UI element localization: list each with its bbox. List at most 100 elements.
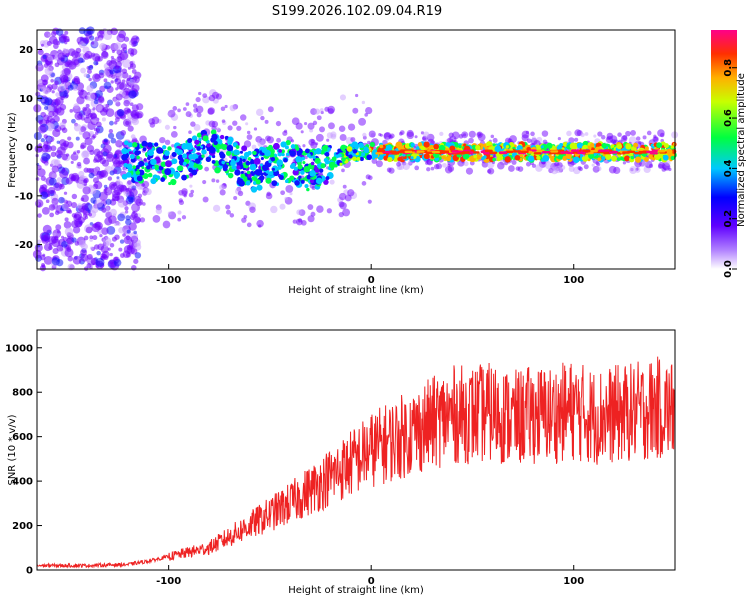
spectrogram-cell — [278, 175, 284, 180]
spectrogram-cell — [49, 212, 55, 218]
spectrogram-cell — [666, 148, 673, 156]
spectrogram-cell — [84, 116, 91, 124]
spectrogram-cell — [368, 130, 376, 138]
spectrogram-cell — [107, 99, 114, 106]
spectrogram-cell — [189, 162, 194, 166]
spectrogram-cell — [108, 128, 114, 134]
spectrogram-cell — [207, 108, 215, 115]
spectrogram-cell — [93, 158, 98, 163]
spectrogram-cell — [109, 252, 113, 257]
spectrogram-cell — [651, 145, 655, 149]
spectrogram-cell — [41, 144, 49, 153]
spectrogram-cell — [37, 168, 46, 177]
spectrogram-cell — [56, 177, 62, 183]
spectrogram-cell — [86, 92, 96, 102]
spectrogram-cell — [107, 176, 113, 181]
spectrogram-cell — [51, 173, 57, 179]
spectrogram-cell — [86, 263, 92, 269]
spectrogram-cell — [130, 134, 136, 139]
spectrogram-cell — [235, 145, 240, 149]
spectrogram-cell — [114, 42, 122, 51]
spectrogram-cell — [47, 33, 52, 37]
spectrogram-cell — [41, 99, 45, 103]
spectrogram-cell — [463, 143, 467, 147]
spectrogram-cell — [66, 210, 70, 214]
spectrogram-cell — [44, 162, 49, 167]
spectrogram-cell — [265, 177, 272, 184]
spectrogram-cell — [595, 166, 600, 171]
spectrogram-cell — [388, 167, 395, 174]
spectrogram-cell — [93, 99, 99, 105]
spectrogram-cell — [605, 153, 612, 160]
spectrogram-cell — [96, 250, 101, 256]
spectrogram-cell — [70, 160, 74, 164]
spectrogram-cell — [101, 51, 109, 58]
spectrogram-cell — [181, 143, 188, 150]
spectrogram-cell — [226, 144, 234, 152]
spectrogram-cell — [629, 166, 637, 174]
spectrogram-cell — [385, 145, 393, 152]
spectrogram-cell — [156, 147, 164, 154]
spectrogram-cell — [194, 158, 201, 164]
spectrogram-cell — [197, 164, 203, 170]
spectrogram-cell — [259, 163, 264, 167]
spectrogram-cell — [126, 244, 133, 251]
colorbar-tick-label: 0.2 — [723, 210, 734, 228]
spectrogram-cell — [129, 102, 134, 107]
spectrogram-cell — [80, 67, 87, 74]
spectrogram-cell — [616, 157, 621, 161]
spectrogram-cell — [51, 90, 55, 94]
spectrogram-cell — [387, 156, 393, 163]
spectrogram-cell — [88, 65, 94, 71]
spectrogram-cell — [623, 155, 630, 162]
spectrogram-cell — [292, 169, 299, 176]
spectrogram-cell — [276, 137, 282, 143]
spectrogram-cell — [508, 165, 515, 172]
spectrogram-cell — [167, 146, 172, 151]
spectrogram-cell — [366, 154, 373, 161]
spectrogram-cell — [476, 131, 483, 138]
spectrogram-cell — [225, 150, 232, 156]
spectrogram-cell — [593, 134, 597, 138]
spectrogram-cell — [188, 192, 194, 198]
spectrogram-cell — [41, 263, 46, 268]
spectrogram-cell — [569, 142, 577, 150]
spectrogram-cell — [249, 163, 257, 171]
spectrogram-cell — [103, 138, 108, 143]
spectrogram-cell — [66, 153, 70, 157]
spectrogram-cell — [91, 41, 95, 45]
spectrogram-cell — [423, 131, 430, 138]
spectrogram-cell — [267, 106, 274, 113]
spectrogram-cell — [54, 210, 60, 216]
spectrogram-cell — [99, 85, 106, 93]
spectrogram-cell — [48, 204, 56, 211]
spectrogram-cell — [109, 208, 117, 217]
spectrogram-cell — [348, 154, 353, 159]
snr-y-ticks: 0 200 400 600 800 1000 — [5, 343, 42, 577]
spectrogram-cell — [58, 33, 68, 43]
spectrogram-cell — [62, 47, 67, 52]
spectrogram-cell — [230, 158, 235, 163]
spectrogram-cell — [82, 150, 89, 158]
spectrogram-cell — [338, 201, 345, 208]
spectrogram-cell — [46, 115, 54, 123]
spectrogram-cell — [239, 150, 244, 154]
spectrogram-cell — [119, 51, 129, 61]
spectrogram-cell — [211, 133, 218, 141]
spectrogram-cell — [315, 142, 319, 146]
spectrogram-cell — [307, 122, 315, 130]
spectrogram-cell — [89, 238, 93, 242]
spectrogram-cell — [177, 217, 182, 222]
spectrogram-cell — [201, 149, 207, 155]
spectrogram-cell — [397, 157, 402, 162]
spectrogram-cell — [73, 151, 77, 155]
spectrogram-cell — [584, 132, 589, 136]
spectrogram-cell — [113, 154, 118, 158]
spectrogram-cell — [635, 136, 641, 141]
spectrogram-cell — [225, 209, 231, 215]
spectrogram-x-tick-label: -100 — [156, 275, 181, 286]
spectrogram-cell — [115, 139, 123, 148]
spectrogram-heatmap — [32, 26, 679, 272]
spectrogram-cell — [290, 144, 296, 149]
spectrogram-cell — [182, 153, 188, 159]
